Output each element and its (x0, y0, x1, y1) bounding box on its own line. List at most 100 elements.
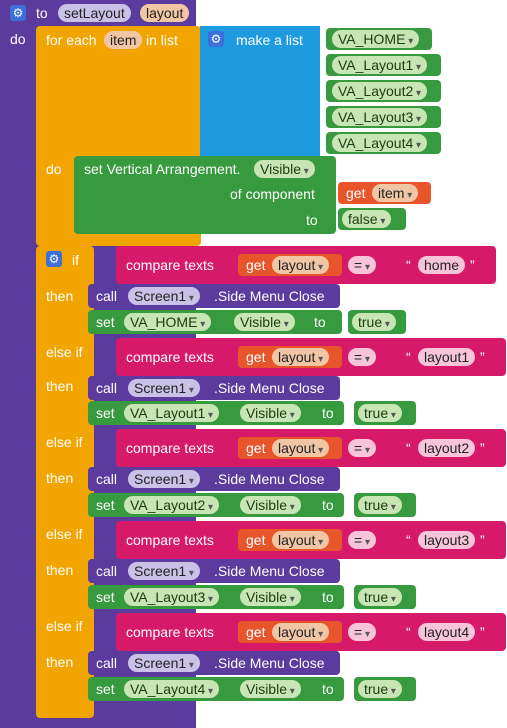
false-block[interactable]: false (338, 208, 406, 230)
get-var[interactable]: layout (272, 348, 330, 366)
set-block[interactable]: set VA_HOME Visible to (88, 310, 342, 334)
set-generic-prop[interactable]: Visible (254, 160, 315, 178)
true-value[interactable]: true (358, 588, 402, 606)
set-block[interactable]: set VA_Layout3 Visible to (88, 585, 344, 609)
get-label: get (246, 440, 266, 456)
set-component[interactable]: VA_HOME (124, 313, 212, 331)
set-prop[interactable]: Visible (234, 313, 295, 331)
list-item-component[interactable]: VA_Layout3 (332, 108, 428, 126)
make-list-label: make a list (236, 32, 303, 48)
compare-operator[interactable]: = (348, 256, 376, 274)
get-var[interactable]: layout (272, 623, 330, 641)
compare-operator[interactable]: = (348, 531, 376, 549)
get-item-block[interactable]: get item (338, 182, 431, 204)
set-component[interactable]: VA_Layout1 (124, 404, 220, 422)
text-quote-close: ” (470, 257, 475, 273)
true-value[interactable]: true (358, 680, 402, 698)
true-value[interactable]: true (352, 313, 396, 331)
text-literal[interactable]: layout3 (418, 531, 476, 549)
call-method: .Side Menu Close (214, 655, 325, 671)
call-screen[interactable]: Screen1 (128, 379, 200, 397)
text-quote-open: “ (406, 440, 411, 456)
get-label: get (246, 532, 266, 548)
mutator-gear-icon[interactable]: ⚙ (10, 5, 26, 21)
then-label: then (46, 562, 74, 578)
if-mutator-gear-icon[interactable]: ⚙ (46, 251, 62, 267)
text-literal[interactable]: layout2 (418, 439, 476, 457)
text-literal[interactable]: home (418, 256, 466, 274)
call-block[interactable]: call Screen1 .Side Menu Close (88, 559, 340, 583)
procedure-param-layout[interactable]: layout (140, 4, 190, 22)
true-block[interactable]: true (348, 310, 406, 334)
if-label: if (72, 252, 79, 268)
compare-operator[interactable]: = (348, 623, 376, 641)
get-var[interactable]: item (372, 184, 419, 202)
true-value[interactable]: true (358, 496, 402, 514)
false-value[interactable]: false (342, 210, 392, 228)
call-screen[interactable]: Screen1 (128, 654, 200, 672)
list-item-component[interactable]: VA_Layout4 (332, 134, 428, 152)
set-component[interactable]: VA_Layout2 (124, 496, 220, 514)
for-each-var[interactable]: item (104, 31, 143, 49)
set-generic-block[interactable]: set Vertical Arrangement. Visible of com… (74, 156, 336, 234)
set-component[interactable]: VA_Layout3 (124, 588, 220, 606)
set-prop[interactable]: Visible (240, 588, 301, 606)
get-var[interactable]: layout (272, 531, 330, 549)
text-literal-block[interactable]: “ layout1 ” (400, 346, 496, 368)
set-block[interactable]: set VA_Layout4 Visible to (88, 677, 344, 701)
get-layout-block[interactable]: get layout (238, 529, 342, 551)
true-block[interactable]: true (354, 493, 416, 517)
get-var[interactable]: layout (272, 256, 330, 274)
get-layout-block[interactable]: get layout (238, 621, 342, 643)
true-block[interactable]: true (354, 585, 416, 609)
text-literal-block[interactable]: “ layout4 ” (400, 621, 496, 643)
else-if-label: else if (46, 434, 83, 450)
set-prop[interactable]: Visible (240, 496, 301, 514)
call-screen[interactable]: Screen1 (128, 562, 200, 580)
list-item-component[interactable]: VA_Layout2 (332, 82, 428, 100)
get-layout-block[interactable]: get layout (238, 254, 342, 276)
get-var[interactable]: layout (272, 439, 330, 457)
text-literal-block[interactable]: “ layout2 ” (400, 437, 496, 459)
then-label: then (46, 378, 74, 394)
set-prop[interactable]: Visible (240, 680, 301, 698)
get-layout-block[interactable]: get layout (238, 437, 342, 459)
set-block[interactable]: set VA_Layout1 Visible to (88, 401, 344, 425)
list-mutator-gear-icon[interactable]: ⚙ (208, 31, 224, 47)
true-block[interactable]: true (354, 401, 416, 425)
list-item-component[interactable]: VA_HOME (332, 30, 420, 48)
compare-texts-label: compare texts (126, 349, 214, 365)
text-literal[interactable]: layout4 (418, 623, 476, 641)
set-generic-label: set Vertical Arrangement. (84, 161, 241, 177)
procedure-do-label: do (10, 31, 26, 47)
call-block[interactable]: call Screen1 .Side Menu Close (88, 376, 340, 400)
list-item-component[interactable]: VA_Layout1 (332, 56, 428, 74)
set-generic-to-label: to (306, 212, 318, 228)
call-screen[interactable]: Screen1 (128, 470, 200, 488)
get-label: get (246, 349, 266, 365)
compare-operator[interactable]: = (348, 348, 376, 366)
make-list-block[interactable]: ⚙ make a list (200, 26, 320, 156)
compare-operator[interactable]: = (348, 439, 376, 457)
call-label: call (96, 655, 118, 671)
text-literal-block[interactable]: “ home ” (400, 254, 486, 276)
text-literal[interactable]: layout1 (418, 348, 476, 366)
set-prop[interactable]: Visible (240, 404, 301, 422)
set-to-label: to (322, 405, 334, 421)
true-value[interactable]: true (358, 404, 402, 422)
true-block[interactable]: true (354, 677, 416, 701)
call-block[interactable]: call Screen1 .Side Menu Close (88, 651, 340, 675)
text-literal-block[interactable]: “ layout3 ” (400, 529, 496, 551)
set-component[interactable]: VA_Layout4 (124, 680, 220, 698)
if-block[interactable]: ⚙ if then else if then else if then else… (36, 246, 94, 718)
call-block[interactable]: call Screen1 .Side Menu Close (88, 467, 340, 491)
procedure-name-field[interactable]: setLayout (58, 4, 131, 22)
get-layout-block[interactable]: get layout (238, 346, 342, 368)
else-if-label: else if (46, 618, 83, 634)
text-quote-open: “ (406, 624, 411, 640)
call-block[interactable]: call Screen1 .Side Menu Close (88, 284, 340, 308)
then-label: then (46, 288, 74, 304)
call-screen[interactable]: Screen1 (128, 287, 200, 305)
set-label: set (96, 314, 115, 330)
set-block[interactable]: set VA_Layout2 Visible to (88, 493, 344, 517)
